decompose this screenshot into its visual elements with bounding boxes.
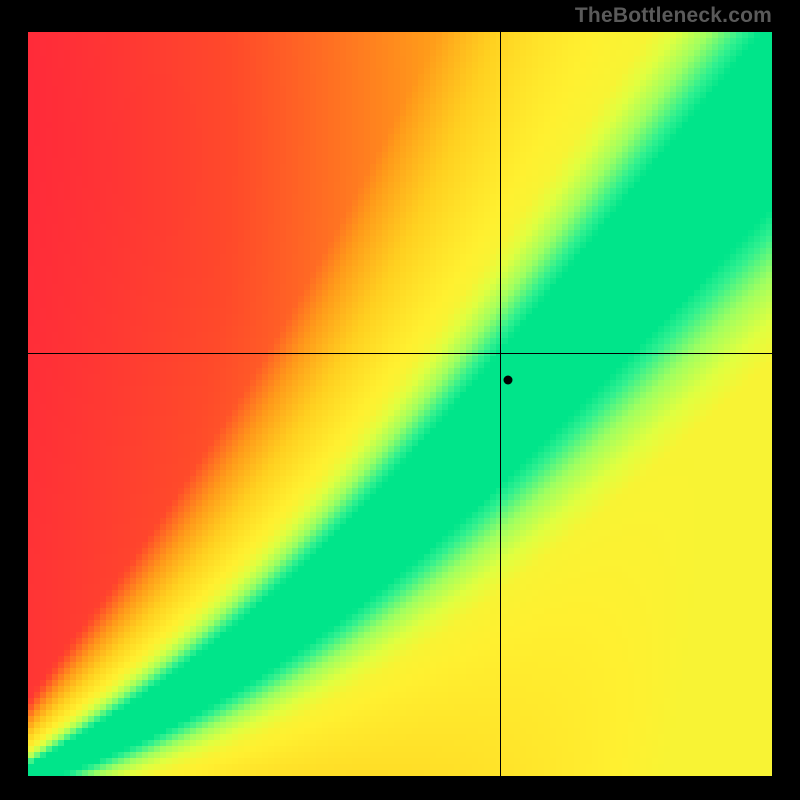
watermark-text: TheBottleneck.com: [575, 4, 772, 28]
selection-marker: [503, 376, 512, 385]
crosshair-horizontal: [28, 353, 772, 354]
bottleneck-heatmap: [28, 32, 772, 776]
crosshair-vertical: [500, 32, 501, 776]
chart-container: TheBottleneck.com: [0, 0, 800, 800]
